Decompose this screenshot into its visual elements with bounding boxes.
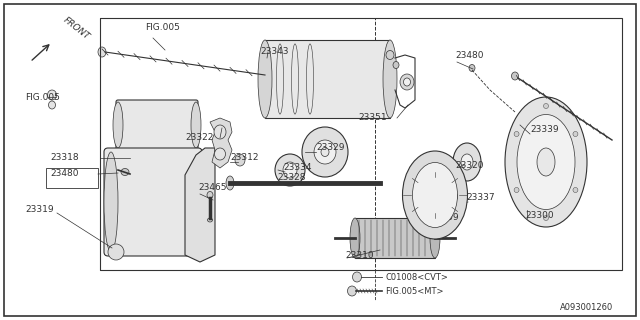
Ellipse shape [266,71,273,81]
Ellipse shape [573,188,578,193]
Ellipse shape [321,148,329,156]
Text: 23312: 23312 [230,154,259,163]
Ellipse shape [505,97,587,227]
Ellipse shape [302,127,348,177]
Ellipse shape [188,164,202,239]
Ellipse shape [353,272,362,282]
Text: 23328: 23328 [277,173,305,182]
Text: 23334: 23334 [283,164,312,172]
Text: 23310: 23310 [345,251,374,260]
Text: 23330: 23330 [430,194,459,203]
Ellipse shape [431,200,443,210]
Ellipse shape [573,132,578,137]
Ellipse shape [517,115,575,210]
Ellipse shape [350,218,360,258]
Ellipse shape [403,78,410,86]
Ellipse shape [543,215,548,220]
Ellipse shape [49,101,56,109]
Ellipse shape [283,162,297,178]
Ellipse shape [104,152,118,252]
Ellipse shape [275,154,305,186]
Text: 23337: 23337 [466,194,495,203]
Ellipse shape [207,191,213,198]
Polygon shape [185,148,215,262]
Text: A093001260: A093001260 [560,303,613,313]
Ellipse shape [258,40,272,118]
Bar [265,40,390,118]
Ellipse shape [446,200,458,210]
Ellipse shape [453,143,481,181]
Ellipse shape [511,72,518,80]
Ellipse shape [235,154,245,166]
Ellipse shape [393,61,399,68]
Ellipse shape [514,188,519,193]
Ellipse shape [113,102,123,148]
Text: 23320: 23320 [455,161,483,170]
Ellipse shape [121,169,129,175]
Ellipse shape [214,148,225,160]
Ellipse shape [214,125,226,139]
Ellipse shape [314,140,336,164]
Bar [100,18,375,270]
Ellipse shape [413,163,458,228]
FancyBboxPatch shape [104,148,202,256]
Text: 23300: 23300 [525,211,554,220]
Text: 23465: 23465 [198,183,227,193]
Text: 23319: 23319 [25,205,54,214]
Text: FRONT: FRONT [62,15,92,41]
Text: 23480: 23480 [50,170,79,179]
Text: FIG.005: FIG.005 [145,23,180,33]
Ellipse shape [47,90,56,100]
Ellipse shape [386,51,394,60]
Text: C01008<CVT>: C01008<CVT> [385,273,448,282]
Ellipse shape [383,40,397,118]
Ellipse shape [226,176,234,190]
Ellipse shape [403,151,467,239]
Text: 23309: 23309 [430,213,459,222]
Text: 23351: 23351 [358,114,387,123]
Ellipse shape [400,74,414,90]
Bar [355,218,435,258]
Ellipse shape [543,103,548,108]
Ellipse shape [469,65,475,71]
Bar [100,18,622,270]
Bar [46,168,98,188]
Ellipse shape [108,244,124,260]
FancyBboxPatch shape [116,100,198,150]
Ellipse shape [98,47,106,57]
Ellipse shape [191,102,201,148]
Text: 23322: 23322 [185,133,213,142]
Ellipse shape [430,218,440,258]
Ellipse shape [514,132,519,137]
Text: 23339: 23339 [530,125,559,134]
Text: FIG.005: FIG.005 [25,93,60,102]
Text: 23343: 23343 [260,47,289,57]
Text: FIG.005<MT>: FIG.005<MT> [385,286,444,295]
Text: 23318: 23318 [50,154,79,163]
Ellipse shape [537,148,555,176]
Ellipse shape [348,286,356,296]
Text: 23480: 23480 [455,51,483,60]
Polygon shape [210,118,232,168]
Text: 23329: 23329 [316,143,344,153]
Ellipse shape [461,154,473,170]
Ellipse shape [207,218,212,222]
